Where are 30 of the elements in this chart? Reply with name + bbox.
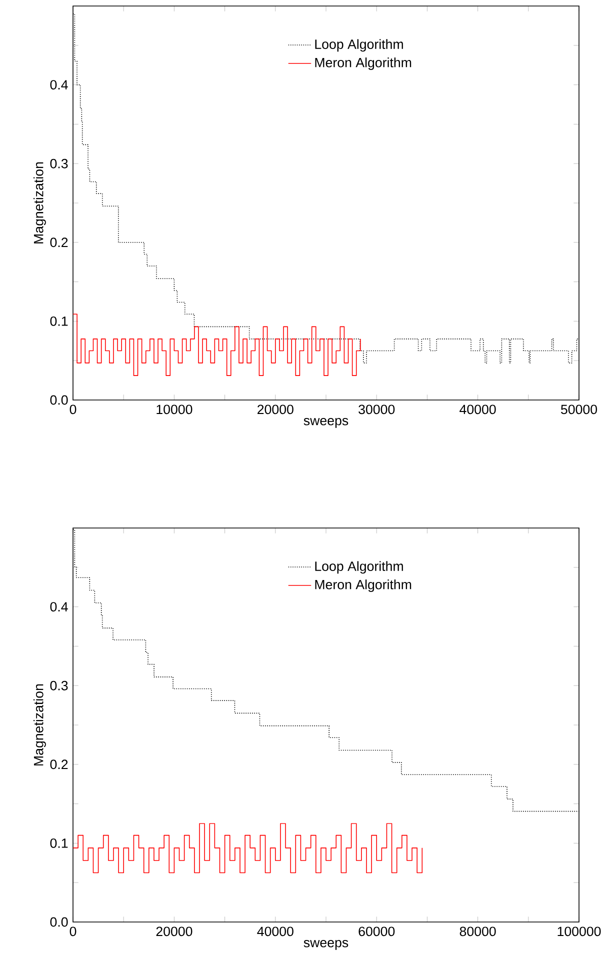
x-tick-label: 20000 bbox=[258, 404, 294, 414]
x-tick-label: 60000 bbox=[358, 926, 395, 936]
y-tick-label: 0.4 bbox=[50, 602, 68, 612]
y-tick-label: 0.2 bbox=[50, 238, 68, 248]
y-tick-label: 0.1 bbox=[50, 316, 68, 326]
x-axis-title: sweeps bbox=[304, 418, 348, 428]
x-tick-label: 20000 bbox=[156, 926, 192, 936]
y-axis-title: Magnetization bbox=[34, 162, 46, 244]
x-tick-label: 10000 bbox=[156, 404, 192, 414]
legend-label: Meron Algorithm bbox=[315, 580, 412, 592]
x-tick-label: 40000 bbox=[460, 404, 496, 414]
x-tick-label: 0 bbox=[70, 404, 76, 414]
y-tick-label: 0.4 bbox=[50, 80, 68, 90]
x-tick-label: 0 bbox=[70, 926, 76, 936]
x-tick-label: 30000 bbox=[358, 404, 395, 414]
legend-label: Meron Algorithm bbox=[315, 58, 412, 70]
legend-label: Loop Algorithm bbox=[315, 561, 403, 574]
x-tick-label: 50000 bbox=[561, 404, 598, 414]
y-tick-label: 0.0 bbox=[50, 917, 68, 927]
y-tick-label: 0.3 bbox=[50, 680, 68, 690]
y-tick-label: 0.0 bbox=[50, 395, 68, 405]
y-tick-label: 0.2 bbox=[50, 760, 68, 770]
y-tick-label: 0.1 bbox=[50, 838, 68, 848]
x-tick-label: 100000 bbox=[558, 926, 601, 936]
y-axis-title: Magnetization bbox=[34, 684, 46, 766]
x-tick-label: 80000 bbox=[460, 926, 496, 936]
legend-label: Loop Algorithm bbox=[315, 39, 403, 52]
y-tick-label: 0.3 bbox=[50, 158, 68, 168]
x-tick-label: 40000 bbox=[257, 926, 294, 936]
x-axis-title: sweeps bbox=[304, 940, 348, 950]
